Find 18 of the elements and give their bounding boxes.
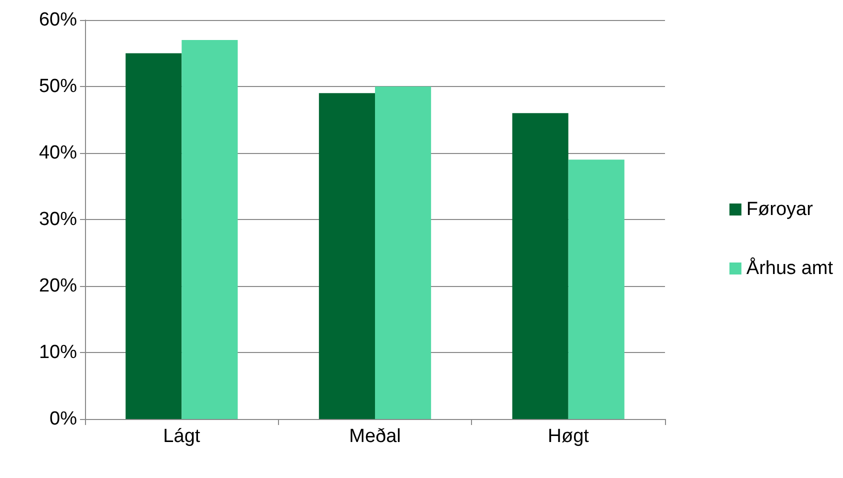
y-tick-label: 0% (50, 408, 78, 430)
legend-label: Føroyar (746, 199, 814, 220)
y-tick-label: 10% (38, 342, 78, 363)
y-tick-label: 40% (38, 142, 78, 164)
x-tick-label: Høgt (548, 426, 590, 447)
bar (375, 86, 432, 419)
bar (512, 113, 568, 419)
legend-label: Århus amt (746, 257, 834, 279)
y-tick-label: 30% (38, 209, 78, 230)
bar (318, 93, 375, 419)
bar (568, 160, 624, 419)
y-tick-label: 50% (38, 76, 78, 97)
y-tick-label: 60% (38, 10, 78, 30)
y-tick-label: 20% (38, 276, 78, 296)
bar (126, 53, 182, 419)
bar (182, 40, 238, 419)
x-tick-label: Meðal (349, 426, 401, 447)
x-tick-label: Lágt (163, 426, 201, 447)
